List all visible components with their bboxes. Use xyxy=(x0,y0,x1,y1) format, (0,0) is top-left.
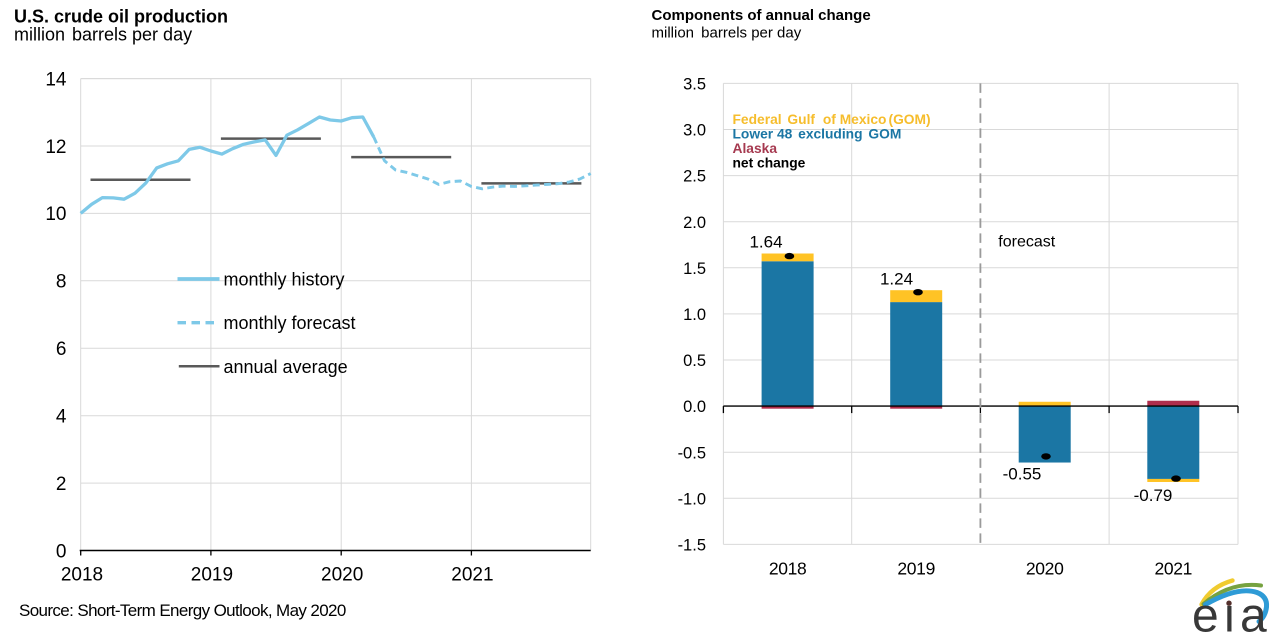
svg-text:2018: 2018 xyxy=(61,565,103,586)
svg-text:Alaska: Alaska xyxy=(733,141,778,156)
svg-text:2021: 2021 xyxy=(1155,559,1193,579)
svg-text:0.0: 0.0 xyxy=(683,398,706,416)
svg-text:million barrels per day: million barrels per day xyxy=(14,25,192,45)
svg-text:1.24: 1.24 xyxy=(880,270,913,289)
svg-text:0: 0 xyxy=(56,541,67,562)
svg-text:3.5: 3.5 xyxy=(683,76,706,94)
svg-text:-1.0: -1.0 xyxy=(678,490,706,508)
svg-text:eıa: eıa xyxy=(1192,590,1271,641)
svg-text:Components of annual change: Components of annual change xyxy=(652,7,871,24)
svg-text:10: 10 xyxy=(45,204,66,225)
svg-text:2019: 2019 xyxy=(897,559,935,579)
svg-text:2.0: 2.0 xyxy=(683,214,706,232)
svg-text:2.5: 2.5 xyxy=(683,168,706,186)
svg-text:1.5: 1.5 xyxy=(683,260,706,278)
svg-text:Source: Short-Term Energy Outl: Source: Short-Term Energy Outlook, May 2… xyxy=(19,601,346,620)
svg-text:-1.5: -1.5 xyxy=(678,537,706,555)
svg-text:12: 12 xyxy=(45,137,66,158)
svg-text:8: 8 xyxy=(56,272,67,293)
svg-text:annual average: annual average xyxy=(224,357,348,377)
svg-text:2: 2 xyxy=(56,474,67,495)
svg-text:2019: 2019 xyxy=(191,565,233,586)
svg-text:1.0: 1.0 xyxy=(683,306,706,324)
svg-text:3.0: 3.0 xyxy=(683,122,706,140)
svg-text:2018: 2018 xyxy=(769,559,807,579)
svg-text:Lower 48 excluding GOM: Lower 48 excluding GOM xyxy=(733,127,902,142)
svg-text:2020: 2020 xyxy=(321,565,363,586)
svg-text:net change: net change xyxy=(733,156,806,171)
svg-text:-0.79: -0.79 xyxy=(1134,486,1173,505)
svg-text:2020: 2020 xyxy=(1026,559,1064,579)
svg-text:U.S. crude oil production: U.S. crude oil production xyxy=(14,7,228,27)
svg-text:4: 4 xyxy=(56,407,67,428)
svg-text:6: 6 xyxy=(56,339,67,360)
svg-text:Federal Gulf of Mexico(GOM): Federal Gulf of Mexico (GOM) xyxy=(733,112,931,127)
svg-text:monthly forecast: monthly forecast xyxy=(224,313,356,333)
svg-text:million barrels per day: million barrels per day xyxy=(652,25,802,42)
svg-text:monthly history: monthly history xyxy=(224,270,345,290)
svg-text:-0.55: -0.55 xyxy=(1003,464,1042,483)
svg-text:forecast: forecast xyxy=(998,233,1055,250)
svg-text:2021: 2021 xyxy=(451,565,493,586)
svg-text:1.64: 1.64 xyxy=(749,232,782,251)
svg-text:14: 14 xyxy=(45,69,67,90)
svg-text:-0.5: -0.5 xyxy=(678,444,706,462)
svg-text:0.5: 0.5 xyxy=(683,352,706,370)
